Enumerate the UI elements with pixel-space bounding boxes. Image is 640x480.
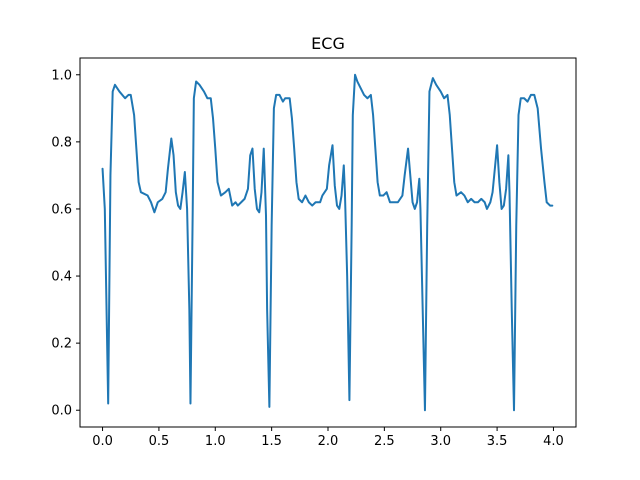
y-tick-label: 1.0 [51, 68, 72, 83]
y-tick-label: 0.8 [51, 135, 72, 150]
x-tick-label: 4.0 [543, 434, 564, 449]
y-axis: 0.0 0.2 0.4 0.6 0.8 1.0 [51, 68, 80, 419]
x-tick-label: 1.5 [261, 434, 282, 449]
x-tick-label: 3.0 [430, 434, 451, 449]
plot-area: 0.0 0.5 1.0 1.5 2.0 2.5 3.0 3.5 4.0 0.0 0.2 0.4 0.6… [51, 57, 577, 449]
x-tick-label: 3.5 [487, 434, 508, 449]
x-tick-label: 0.0 [92, 434, 113, 449]
y-tick-label: 0.0 [51, 404, 72, 419]
x-tick-label: 2.0 [318, 434, 339, 449]
series-line [101, 73, 554, 412]
chart-title: ECG [311, 34, 345, 53]
x-axis: 0.0 0.5 1.0 1.5 2.0 2.5 3.0 3.5 4.0 [92, 427, 564, 449]
x-tick-label: 2.5 [374, 434, 395, 449]
x-tick-label: 0.5 [149, 434, 170, 449]
y-tick-label: 0.2 [51, 337, 72, 352]
plot-frame [79, 57, 577, 428]
series-group [101, 73, 554, 412]
x-tick-label: 1.0 [205, 434, 226, 449]
y-tick-label: 0.4 [51, 270, 72, 285]
y-tick-label: 0.6 [51, 202, 72, 217]
